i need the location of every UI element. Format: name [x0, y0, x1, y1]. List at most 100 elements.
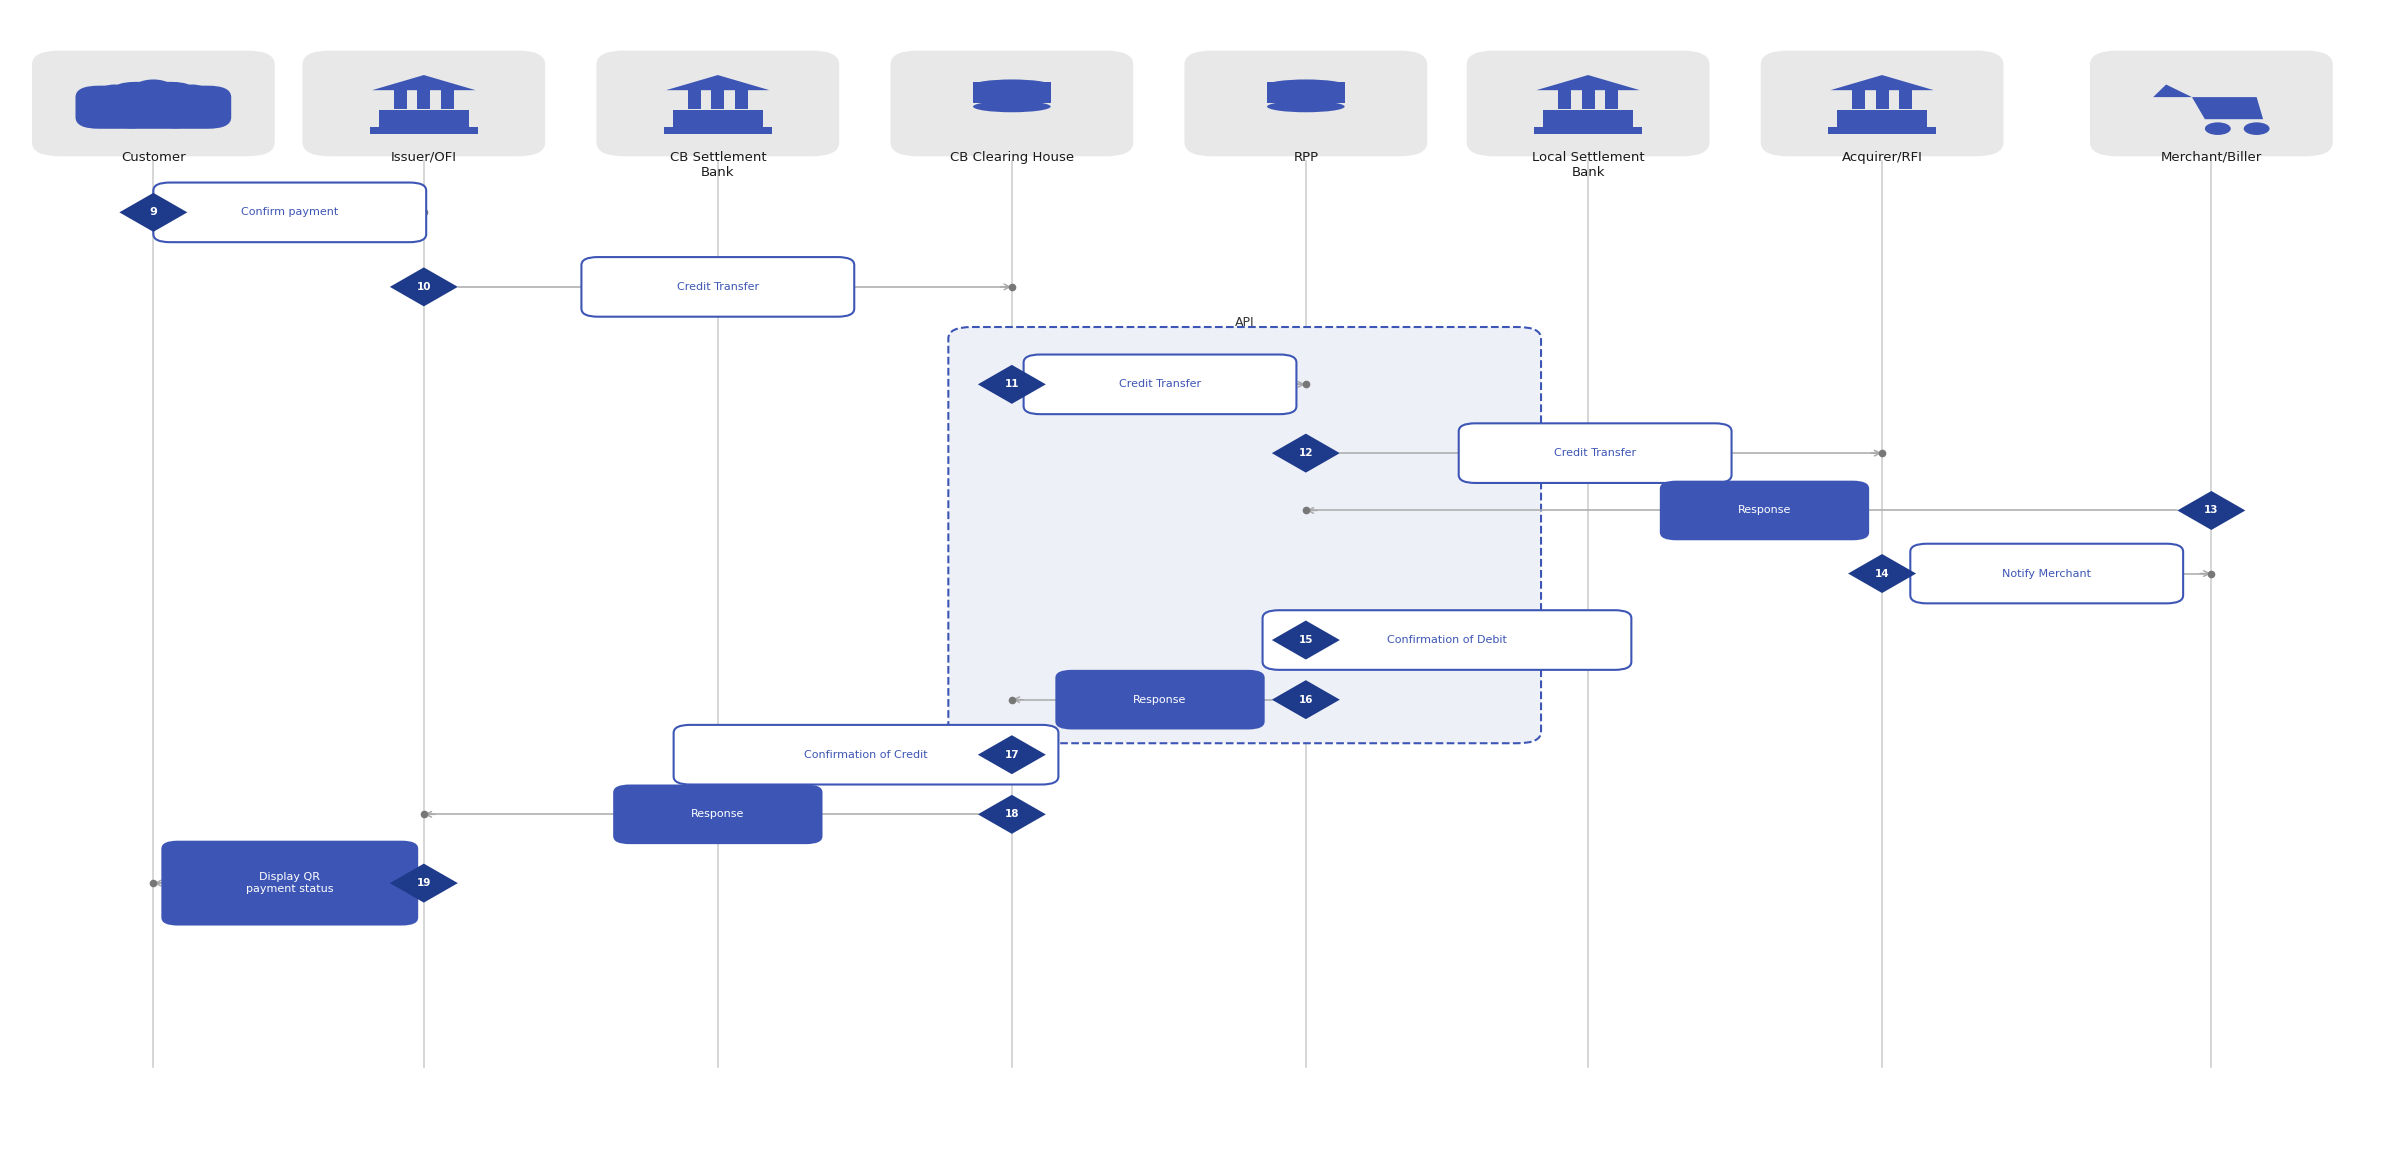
FancyBboxPatch shape — [1661, 481, 1870, 541]
Ellipse shape — [1267, 90, 1344, 102]
Ellipse shape — [1267, 101, 1344, 112]
Text: Issuer/OFI: Issuer/OFI — [391, 151, 456, 164]
FancyBboxPatch shape — [1262, 611, 1632, 670]
FancyBboxPatch shape — [1459, 424, 1730, 483]
Text: Merchant/Biller: Merchant/Biller — [2160, 151, 2261, 164]
Polygon shape — [120, 193, 187, 232]
FancyBboxPatch shape — [1543, 110, 1634, 128]
FancyBboxPatch shape — [113, 82, 194, 129]
Text: Confirmation of Debit: Confirmation of Debit — [1387, 635, 1507, 645]
Text: 12: 12 — [1298, 448, 1313, 459]
Ellipse shape — [972, 90, 1051, 102]
Circle shape — [2206, 123, 2230, 135]
Polygon shape — [2153, 84, 2263, 119]
Text: Customer: Customer — [120, 151, 185, 164]
FancyBboxPatch shape — [1466, 50, 1709, 157]
Ellipse shape — [972, 101, 1051, 112]
FancyBboxPatch shape — [890, 50, 1133, 157]
Ellipse shape — [1267, 80, 1344, 91]
FancyBboxPatch shape — [612, 785, 823, 844]
FancyBboxPatch shape — [948, 326, 1541, 743]
FancyBboxPatch shape — [379, 110, 468, 128]
FancyBboxPatch shape — [31, 50, 274, 157]
Text: Credit Transfer: Credit Transfer — [1555, 448, 1637, 459]
Text: 18: 18 — [1006, 810, 1020, 819]
FancyBboxPatch shape — [1836, 110, 1927, 128]
Polygon shape — [372, 75, 475, 90]
FancyBboxPatch shape — [1267, 92, 1344, 103]
FancyBboxPatch shape — [154, 183, 427, 242]
Polygon shape — [977, 735, 1046, 775]
Text: 14: 14 — [1874, 569, 1889, 578]
FancyBboxPatch shape — [972, 82, 1051, 92]
Text: Response: Response — [691, 810, 744, 819]
FancyBboxPatch shape — [370, 128, 478, 133]
FancyBboxPatch shape — [442, 90, 454, 109]
Text: Credit Transfer: Credit Transfer — [677, 282, 758, 291]
FancyBboxPatch shape — [972, 92, 1051, 103]
FancyBboxPatch shape — [1534, 128, 1642, 133]
Text: API: API — [1236, 316, 1255, 329]
FancyBboxPatch shape — [672, 110, 763, 128]
FancyBboxPatch shape — [674, 725, 1058, 785]
Polygon shape — [1848, 555, 1915, 593]
Circle shape — [98, 84, 130, 99]
Text: Local Settlement
Bank: Local Settlement Bank — [1531, 151, 1644, 179]
FancyBboxPatch shape — [1025, 355, 1296, 414]
FancyBboxPatch shape — [1186, 50, 1428, 157]
Polygon shape — [1536, 75, 1639, 90]
Text: Credit Transfer: Credit Transfer — [1118, 379, 1200, 390]
Polygon shape — [1272, 434, 1339, 473]
Text: 13: 13 — [2203, 505, 2218, 516]
Text: Response: Response — [1133, 695, 1186, 704]
Polygon shape — [977, 365, 1046, 404]
FancyBboxPatch shape — [662, 128, 773, 133]
FancyBboxPatch shape — [1829, 128, 1937, 133]
Circle shape — [132, 80, 175, 99]
FancyBboxPatch shape — [1606, 90, 1618, 109]
Polygon shape — [2177, 491, 2246, 530]
FancyBboxPatch shape — [1898, 90, 1913, 109]
Text: Confirm payment: Confirm payment — [240, 207, 338, 218]
Polygon shape — [977, 794, 1046, 834]
FancyBboxPatch shape — [734, 90, 746, 109]
Text: Confirmation of Credit: Confirmation of Credit — [804, 750, 929, 759]
FancyBboxPatch shape — [689, 90, 701, 109]
Circle shape — [2244, 123, 2270, 135]
FancyBboxPatch shape — [1582, 90, 1594, 109]
Polygon shape — [667, 75, 770, 90]
Text: 16: 16 — [1298, 695, 1313, 704]
FancyBboxPatch shape — [710, 90, 725, 109]
Text: 10: 10 — [418, 282, 432, 291]
Polygon shape — [1831, 75, 1934, 90]
FancyBboxPatch shape — [74, 85, 151, 129]
FancyBboxPatch shape — [302, 50, 545, 157]
Polygon shape — [1272, 680, 1339, 720]
FancyBboxPatch shape — [1853, 90, 1865, 109]
Text: CB Settlement
Bank: CB Settlement Bank — [670, 151, 766, 179]
FancyBboxPatch shape — [1877, 90, 1889, 109]
Polygon shape — [389, 863, 458, 902]
FancyBboxPatch shape — [1558, 90, 1572, 109]
FancyBboxPatch shape — [1910, 544, 2184, 604]
Text: Response: Response — [1738, 505, 1790, 516]
Ellipse shape — [972, 80, 1051, 91]
FancyBboxPatch shape — [156, 85, 230, 129]
Text: Notify Merchant: Notify Merchant — [2002, 569, 2090, 578]
Text: Display QR
payment status: Display QR payment status — [247, 873, 334, 894]
FancyBboxPatch shape — [418, 90, 430, 109]
Text: 9: 9 — [149, 207, 158, 218]
Text: 15: 15 — [1298, 635, 1313, 645]
FancyBboxPatch shape — [394, 90, 408, 109]
FancyBboxPatch shape — [2090, 50, 2333, 157]
FancyBboxPatch shape — [1056, 670, 1265, 729]
FancyBboxPatch shape — [161, 841, 418, 925]
FancyBboxPatch shape — [581, 257, 854, 317]
Text: RPP: RPP — [1294, 151, 1318, 164]
Text: 17: 17 — [1006, 750, 1020, 759]
FancyBboxPatch shape — [1762, 50, 2004, 157]
Circle shape — [178, 84, 209, 99]
Polygon shape — [389, 268, 458, 307]
FancyBboxPatch shape — [1267, 82, 1344, 92]
Text: 11: 11 — [1006, 379, 1020, 390]
